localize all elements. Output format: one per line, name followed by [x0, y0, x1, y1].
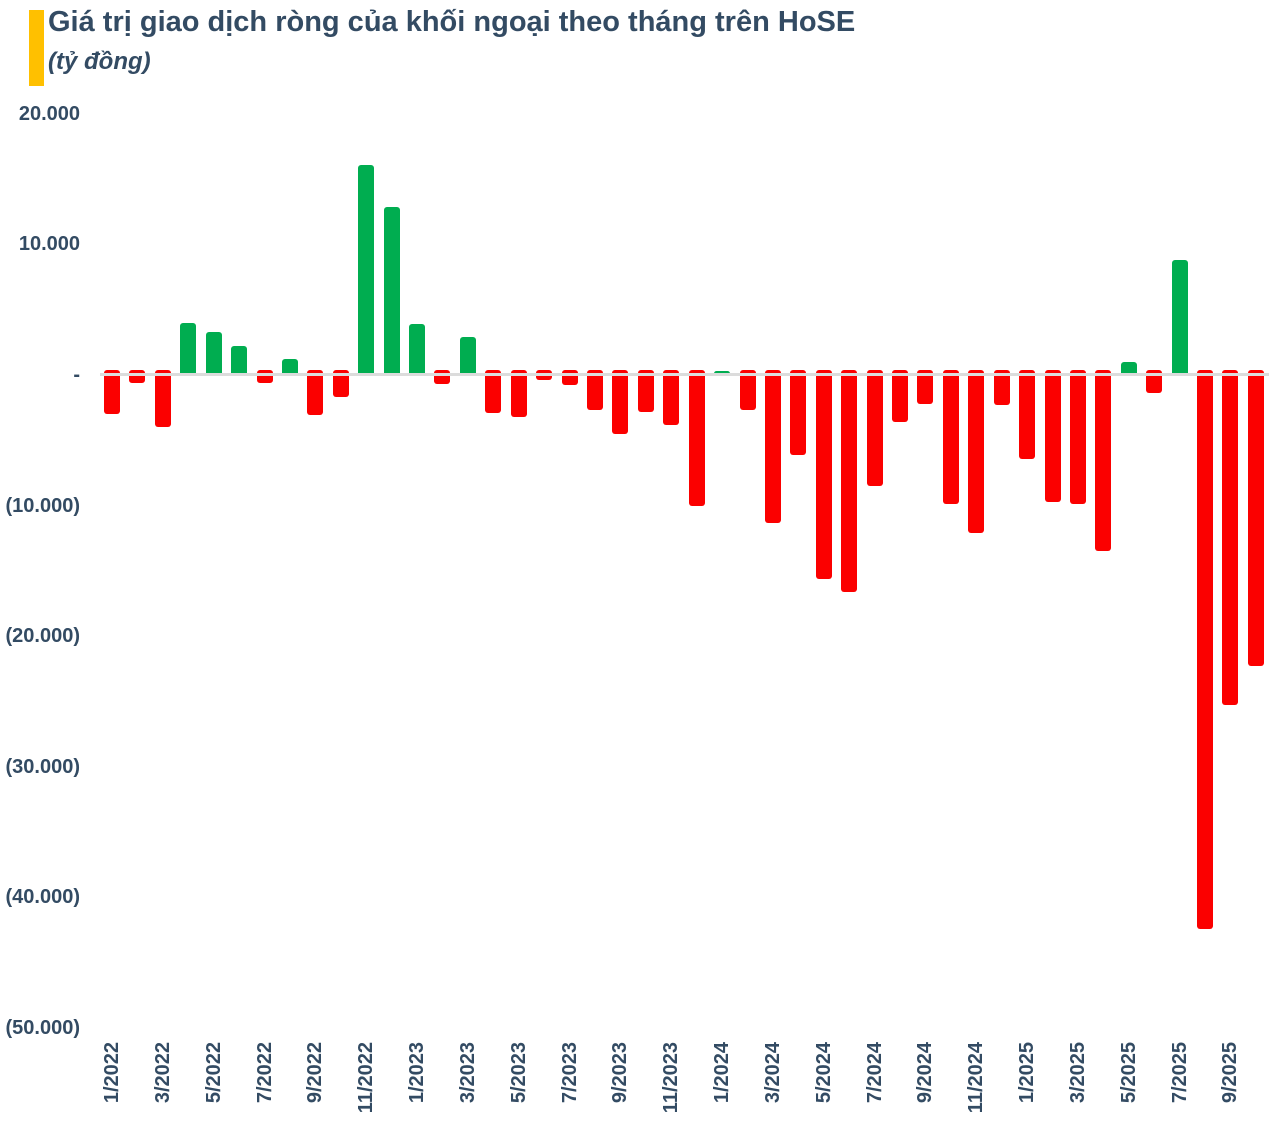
bar-3/2024	[764, 370, 781, 523]
bar-4/2025	[1095, 370, 1112, 552]
bar-1/2025	[1019, 370, 1036, 459]
chart-unit-subtitle: (tỷ đồng)	[48, 48, 151, 75]
x-axis-tick-label: 7/2024	[863, 1042, 886, 1104]
bar-4/2024	[790, 370, 807, 455]
bar-10/2024	[942, 370, 959, 505]
bar-10/2022	[332, 370, 349, 398]
x-axis-tick-label: 3/2025	[1066, 1042, 1089, 1104]
bar-8/2023	[586, 370, 603, 411]
x-axis-tick-label: 11/2024	[965, 1042, 988, 1114]
x-axis-tick-label: 9/2024	[914, 1042, 937, 1104]
bar-3/2023	[459, 337, 476, 376]
y-axis-tick-label: -	[73, 364, 80, 386]
bar-9/2022	[307, 370, 324, 416]
y-axis-tick-label: (50.000)	[5, 1017, 81, 1039]
bar-7/2022	[256, 370, 273, 383]
x-axis-tick-label: 9/2025	[1219, 1042, 1242, 1104]
y-axis-tick-label: 20.000	[18, 102, 80, 125]
x-axis-tick-label: 5/2024	[812, 1042, 835, 1104]
bar-4/2022	[180, 322, 197, 376]
bar-1/2022	[104, 370, 120, 415]
bar-5/2025	[1120, 361, 1137, 376]
bar-11/2024	[968, 370, 985, 534]
x-axis-tick-label: 9/2022	[304, 1042, 327, 1104]
x-axis-tick-label: 3/2024	[761, 1042, 784, 1104]
x-axis-tick-label: 1/2023	[406, 1042, 429, 1104]
x-axis-tick-label: 5/2022	[202, 1042, 225, 1104]
bar-8/2022	[281, 359, 298, 376]
chart-title: Giá trị giao dịch ròng của khối ngoại th…	[48, 6, 856, 38]
x-axis-tick-label: 11/2023	[660, 1042, 683, 1114]
bar-3/2025	[1069, 370, 1086, 505]
x-axis-tick-label: 7/2022	[253, 1042, 276, 1104]
x-axis-tick-label: 5/2023	[507, 1042, 530, 1104]
bar-9/2025	[1222, 370, 1239, 706]
x-axis-tick-label: 7/2023	[558, 1042, 581, 1104]
bar-6/2022	[231, 346, 248, 376]
zero-axis-line	[100, 373, 1269, 376]
bar-6/2024	[841, 370, 858, 592]
x-axis-tick-label: 11/2022	[355, 1042, 378, 1114]
x-axis-tick-label: 3/2022	[151, 1042, 174, 1104]
bar-4/2023	[485, 370, 502, 413]
bar-7/2024	[866, 370, 883, 486]
bar-11/2022	[358, 164, 375, 376]
x-axis-tick-label: 3/2023	[456, 1042, 479, 1104]
bar-2/2024	[739, 370, 756, 411]
x-axis-tick-label: 1/2025	[1016, 1042, 1039, 1104]
bar-7/2025	[1171, 260, 1188, 376]
bar-9/2023	[612, 370, 629, 434]
bar-5/2024	[815, 370, 832, 579]
y-axis-tick-label: (40.000)	[5, 886, 81, 909]
bar-2/2025	[1044, 370, 1061, 502]
bar-10/2025	[1247, 370, 1264, 667]
x-axis-tick-label: 5/2025	[1117, 1042, 1140, 1104]
bar-11/2023	[663, 370, 680, 425]
bar-12/2024	[993, 370, 1010, 406]
y-axis-tick-label: (20.000)	[5, 625, 81, 648]
bar-1/2023	[409, 324, 426, 376]
bar-5/2023	[510, 370, 527, 417]
title-accent-bar	[29, 10, 44, 86]
bar-3/2022	[154, 370, 171, 428]
y-axis-tick-label: (10.000)	[5, 494, 81, 517]
bar-12/2022	[383, 206, 400, 376]
bar-12/2023	[688, 370, 705, 506]
bar-5/2022	[205, 331, 222, 376]
x-axis-tick-label: 9/2023	[609, 1042, 632, 1104]
y-axis-tick-label: 10.000	[18, 233, 80, 256]
bar-9/2024	[917, 370, 934, 404]
bar-8/2025	[1197, 370, 1214, 929]
x-axis-tick-label: 1/2024	[711, 1042, 734, 1104]
bar-2/2022	[129, 370, 146, 383]
bar-8/2024	[892, 370, 909, 423]
y-axis-tick-label: (30.000)	[5, 755, 81, 778]
x-axis-tick-label: 7/2025	[1168, 1042, 1191, 1104]
x-axis-tick-label: 1/2022	[101, 1042, 123, 1104]
bar-10/2023	[637, 370, 654, 412]
